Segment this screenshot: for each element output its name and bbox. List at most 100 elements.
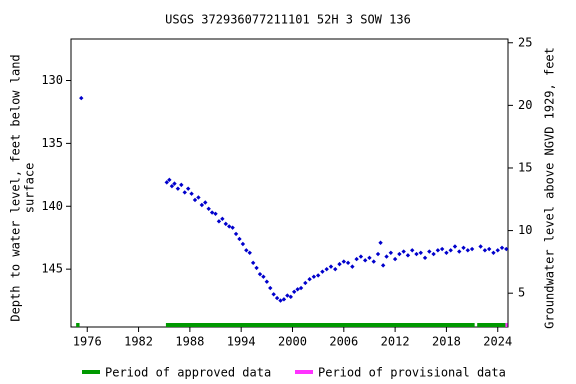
x-tick-label: 1988 — [175, 335, 204, 349]
data-point — [384, 254, 389, 259]
data-point — [324, 266, 329, 272]
legend-label: Period of provisional data — [318, 366, 506, 380]
x-tick-label: 1994 — [227, 335, 256, 349]
data-point — [227, 224, 232, 229]
data-point — [79, 95, 84, 101]
data-point — [452, 244, 458, 249]
data-point — [341, 259, 347, 264]
y2-tick-label: 25 — [518, 35, 532, 49]
data-point — [469, 246, 475, 252]
data-point — [444, 250, 449, 255]
data-point — [237, 236, 242, 242]
y-tick-label: 140 — [41, 199, 63, 213]
data-point — [350, 264, 355, 269]
data-point — [182, 190, 187, 195]
data-point — [414, 251, 419, 257]
data-point — [410, 248, 415, 253]
data-point — [196, 195, 201, 200]
x-tick-label: 2012 — [381, 335, 410, 349]
data-point — [179, 182, 184, 188]
data-point — [247, 250, 252, 255]
x-tick-label: 1982 — [124, 335, 153, 349]
data-point — [320, 269, 325, 274]
data-point — [172, 181, 177, 186]
data-point — [254, 265, 259, 271]
data-point — [223, 221, 228, 227]
data-point — [422, 255, 428, 261]
data-point — [240, 241, 246, 247]
data-point — [167, 177, 172, 183]
data-point — [333, 266, 338, 272]
data-point — [486, 246, 492, 252]
data-point — [257, 271, 263, 277]
y-axis-label: surface — [23, 163, 37, 214]
data-point — [482, 248, 488, 253]
data-point — [315, 273, 321, 278]
data-point — [311, 274, 317, 279]
data-point — [203, 200, 208, 205]
y-tick-label: 130 — [41, 73, 63, 87]
data-point — [281, 297, 287, 302]
data-point — [427, 249, 432, 254]
data-point — [378, 240, 383, 245]
data-point — [209, 210, 215, 215]
data-point — [392, 256, 398, 262]
data-point — [303, 280, 308, 286]
data-point — [418, 250, 423, 255]
data-point — [405, 253, 411, 258]
data-point — [345, 260, 351, 266]
data-point — [216, 219, 222, 224]
data-point — [337, 261, 342, 267]
data-point — [288, 294, 293, 300]
data-point — [465, 248, 471, 253]
data-point — [175, 186, 181, 191]
data-point — [478, 244, 483, 249]
data-point — [285, 293, 290, 298]
data-point — [358, 254, 364, 259]
data-point — [274, 295, 280, 301]
x-tick-label: 1976 — [73, 335, 102, 349]
data-point — [189, 191, 194, 196]
data-point — [504, 246, 509, 252]
data-point — [250, 260, 256, 266]
x-tick-label: 2018 — [432, 335, 461, 349]
y-axis-label: Depth to water level, feet below land — [9, 54, 23, 321]
data-point — [268, 285, 273, 291]
data-point — [220, 216, 225, 222]
data-point — [271, 292, 276, 297]
data-point — [499, 245, 505, 250]
data-point — [213, 211, 218, 217]
data-point — [457, 249, 462, 254]
period-bar — [477, 323, 506, 327]
y-tick-label: 145 — [41, 262, 63, 276]
data-point — [206, 206, 211, 211]
data-point — [292, 289, 297, 294]
period-bar — [76, 323, 80, 327]
data-point — [461, 245, 466, 250]
data-point — [264, 279, 270, 284]
y2-axis-label: Groundwater level above NGVD 1929, feet — [543, 47, 557, 329]
data-point — [448, 248, 453, 253]
data-point — [244, 248, 249, 253]
data-point — [435, 248, 441, 253]
data-point — [439, 246, 445, 252]
data-point — [362, 258, 368, 263]
data-point — [295, 287, 300, 292]
data-point — [388, 250, 394, 255]
legend-swatch — [82, 370, 100, 374]
data-point — [298, 285, 304, 291]
x-tick-label: 2006 — [329, 335, 358, 349]
data-point — [431, 251, 436, 257]
data-point — [354, 256, 359, 262]
period-bar — [505, 323, 508, 327]
legend-label: Period of approved data — [105, 366, 271, 380]
data-point — [169, 183, 175, 189]
x-tick-label: 2024 — [483, 335, 512, 349]
data-point — [495, 248, 500, 253]
data-point — [375, 251, 381, 257]
x-tick-label: 2000 — [278, 335, 307, 349]
data-point — [230, 225, 235, 230]
data-point — [380, 263, 386, 268]
data-point — [199, 202, 205, 208]
